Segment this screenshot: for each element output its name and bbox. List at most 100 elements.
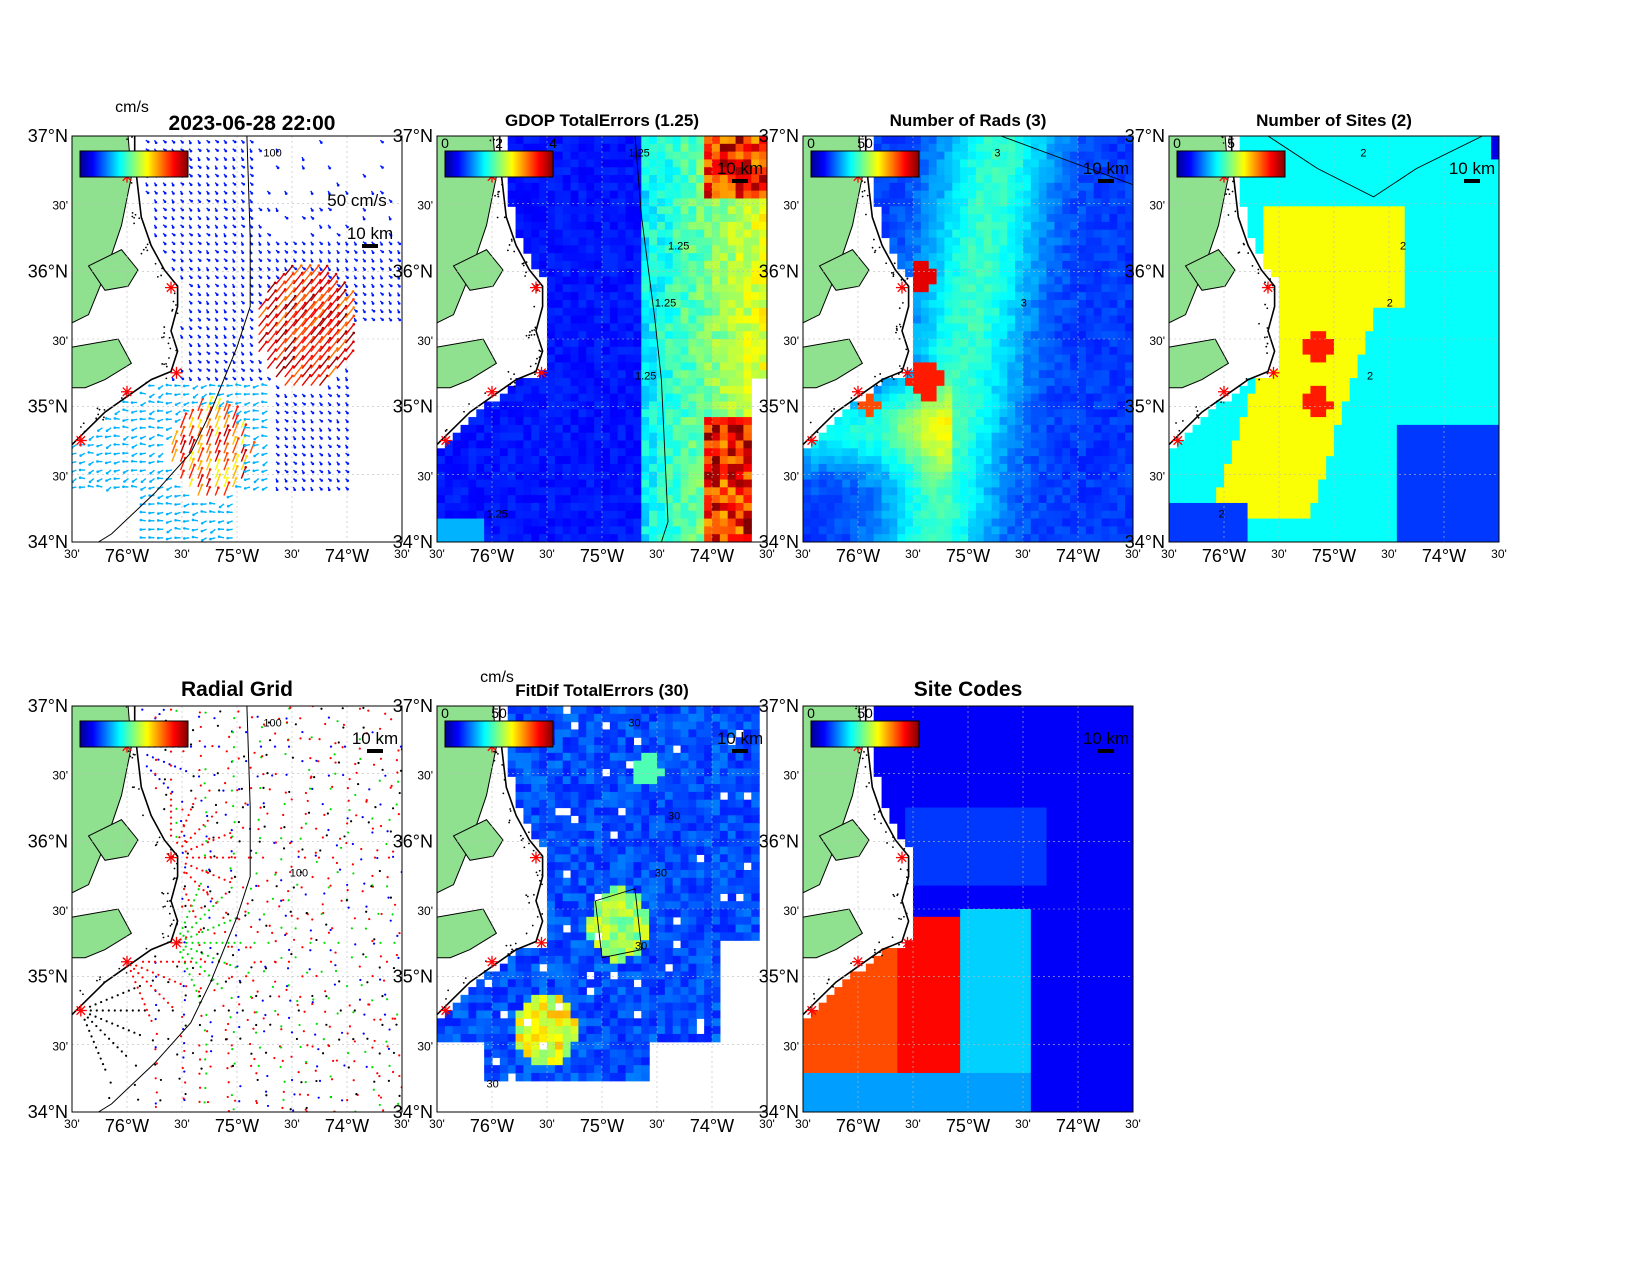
field-cell (492, 440, 501, 449)
field-cell (586, 175, 595, 184)
field-cell (562, 229, 572, 239)
field-cell (850, 471, 859, 481)
field-cell (680, 253, 690, 262)
current-vector-head (225, 216, 228, 220)
field-cell (751, 253, 760, 262)
coast-dot (530, 334, 533, 336)
current-vector-head (250, 369, 254, 372)
field-cell (602, 354, 611, 364)
field-cell (554, 268, 564, 278)
field-cell (476, 471, 485, 481)
field-cell (920, 284, 930, 293)
field-cell (735, 292, 745, 301)
current-vector-head (326, 272, 330, 275)
field-cell (625, 487, 635, 496)
field-cell (594, 409, 603, 418)
field-cell (991, 307, 1001, 317)
current-vector-head (224, 183, 227, 187)
current-vector-head (189, 361, 192, 365)
field-cell (928, 206, 938, 215)
field-cell (539, 143, 548, 153)
current-vector (284, 273, 294, 285)
field-cell (570, 268, 580, 278)
field-cell (999, 370, 1008, 379)
field-cell (991, 198, 1001, 207)
field-cell (562, 401, 572, 410)
field-cell (983, 268, 993, 278)
field-cell (672, 307, 682, 317)
current-vector-head (252, 386, 256, 389)
field-cell (944, 253, 953, 262)
field-cell (680, 159, 690, 168)
field-cell (850, 495, 859, 504)
field-cell (834, 534, 843, 542)
field-cell (928, 214, 938, 223)
field-cell (999, 182, 1008, 192)
field-cell (641, 276, 650, 285)
field-cell (735, 276, 745, 285)
lon-tick-label: 75°W (215, 546, 259, 566)
field-cell (913, 268, 922, 278)
field-cell (696, 463, 705, 473)
field-cell (460, 502, 470, 512)
field-cell (803, 479, 812, 488)
field-cell (975, 354, 985, 364)
field-cell (609, 432, 619, 442)
field-cell (834, 463, 843, 473)
current-vector-head (173, 233, 176, 237)
field-cell (936, 260, 946, 270)
field-cell (649, 253, 658, 262)
field-cell (586, 362, 595, 371)
field-cell (873, 136, 883, 145)
current-vector (179, 426, 185, 437)
field-cell (842, 440, 851, 449)
field-cell (983, 167, 993, 176)
field-cell (944, 284, 953, 293)
field-cell (968, 331, 977, 340)
current-vector-head (302, 479, 306, 482)
field-cell (704, 495, 713, 504)
current-vector (284, 356, 295, 370)
field-cell (515, 432, 525, 442)
current-vector-head (250, 158, 254, 161)
current-vector-head (328, 403, 332, 407)
field-cell (641, 299, 650, 309)
current-vector-head (182, 510, 186, 514)
field-cell (680, 346, 690, 356)
field-cell (586, 323, 595, 332)
current-vector-head (225, 377, 228, 381)
current-vector (284, 311, 297, 327)
lon-tick-label: 74°W (690, 546, 734, 566)
field-cell (913, 432, 922, 442)
current-vector-head (337, 411, 341, 415)
field-cell (523, 463, 532, 473)
current-vector-head (252, 409, 256, 412)
field-cell (609, 471, 619, 481)
field-cell (920, 471, 930, 481)
field-cell (944, 534, 953, 542)
field-cell (719, 143, 729, 153)
field-cell (562, 276, 572, 285)
field-cell (602, 206, 611, 215)
field-cell (609, 159, 619, 168)
field-cell (570, 182, 580, 192)
current-vector-head (337, 479, 340, 483)
field-cell (735, 299, 745, 309)
field-cell (578, 206, 587, 215)
field-cell (983, 260, 993, 270)
field-cell (547, 432, 556, 442)
field-cell (881, 471, 891, 481)
field-cell (609, 370, 619, 379)
field-cell (727, 260, 737, 270)
field-cell (688, 198, 697, 207)
field-cell (617, 253, 627, 262)
current-vector-head (200, 466, 204, 470)
field-cell (834, 471, 843, 481)
field-cell (759, 370, 767, 379)
field-cell (570, 518, 580, 527)
field-cell (664, 182, 674, 192)
current-vector-head (148, 536, 151, 539)
current-vector-head (209, 537, 212, 541)
field-cell (696, 417, 705, 426)
field-cell (743, 167, 752, 176)
